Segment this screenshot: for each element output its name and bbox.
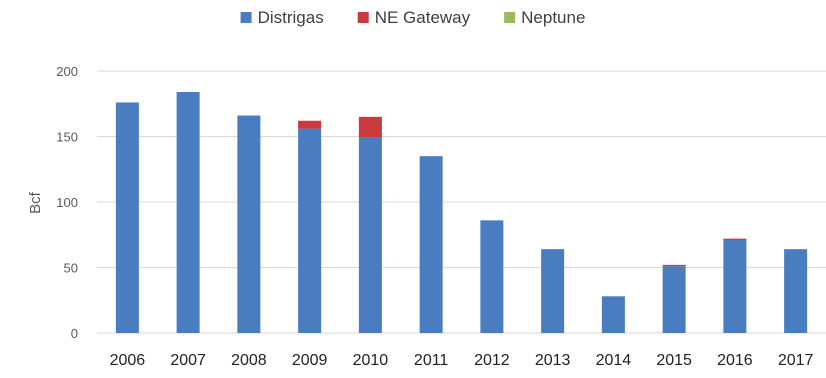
bar-distrigas-2013 — [541, 249, 565, 333]
gridlines — [97, 70, 826, 334]
bar-ne-gateway-2009 — [298, 120, 322, 129]
x-tick-label: 2016 — [717, 352, 753, 369]
legend: Distrigas NE Gateway Neptune — [240, 8, 585, 27]
x-tick-label: 2014 — [596, 352, 632, 369]
y-tick-label: 50 — [64, 261, 78, 276]
x-tick-label: 2012 — [474, 352, 510, 369]
legend-label: NE Gateway — [375, 8, 471, 27]
bar-distrigas-2010 — [358, 137, 382, 333]
x-axis-ticks: 2006 2007 2008 2009 2010 2011 2012 2013 2014 2015… — [110, 352, 814, 369]
y-tick-label: 150 — [56, 130, 78, 145]
bar-distrigas-2012 — [480, 220, 504, 333]
x-tick-label: 2006 — [110, 352, 146, 369]
bar-distrigas-2006 — [115, 102, 139, 333]
x-tick-label: 2013 — [535, 352, 571, 369]
legend-swatch — [240, 12, 252, 23]
legend-item-ne-gateway: NE Gateway — [357, 8, 471, 27]
legend-item-distrigas: Distrigas — [240, 8, 324, 27]
bar-distrigas-2008 — [237, 115, 261, 333]
legend-item-neptune: Neptune — [504, 8, 585, 27]
bar-ne-gateway-2015 — [662, 264, 686, 267]
y-axis-ticks: 0 50 100 150 200 — [56, 64, 78, 341]
x-tick-label: 2008 — [231, 352, 267, 369]
x-tick-label: 2015 — [656, 352, 692, 369]
bar-distrigas-2015 — [662, 266, 686, 333]
bar-distrigas-2009 — [298, 128, 322, 333]
bar-distrigas-2014 — [601, 296, 625, 333]
x-tick-label: 2010 — [353, 352, 389, 369]
legend-label: Distrigas — [258, 8, 324, 27]
y-tick-label: 0 — [71, 326, 78, 341]
bar-ne-gateway-2010 — [358, 116, 382, 138]
bar-ne-gateway-2016 — [723, 238, 747, 240]
legend-swatch — [504, 12, 516, 23]
x-tick-label: 2011 — [414, 352, 449, 369]
bar-distrigas-2017 — [784, 249, 808, 333]
x-tick-label: 2009 — [292, 352, 328, 369]
y-axis-title: Bcf — [27, 191, 44, 214]
y-tick-label: 200 — [56, 64, 78, 79]
x-tick-label: 2007 — [170, 352, 206, 369]
x-tick-label: 2017 — [778, 352, 814, 369]
bar-distrigas-2016 — [723, 239, 747, 333]
bar-distrigas-2007 — [176, 91, 200, 334]
bars — [115, 91, 808, 334]
y-tick-label: 100 — [56, 195, 78, 210]
legend-label: Neptune — [521, 8, 585, 27]
bar-distrigas-2011 — [419, 156, 443, 333]
legend-swatch — [357, 12, 369, 23]
